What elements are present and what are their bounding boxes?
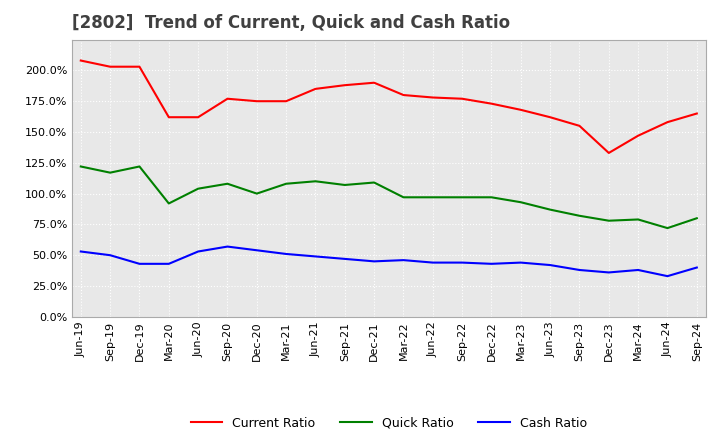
Quick Ratio	[634, 217, 642, 222]
Quick Ratio	[605, 218, 613, 224]
Quick Ratio	[575, 213, 584, 218]
Quick Ratio	[399, 194, 408, 200]
Quick Ratio	[76, 164, 85, 169]
Cash Ratio	[223, 244, 232, 249]
Current Ratio	[575, 123, 584, 128]
Current Ratio	[370, 80, 379, 85]
Quick Ratio	[428, 194, 437, 200]
Legend: Current Ratio, Quick Ratio, Cash Ratio: Current Ratio, Quick Ratio, Cash Ratio	[186, 412, 592, 435]
Current Ratio	[428, 95, 437, 100]
Cash Ratio	[164, 261, 173, 267]
Cash Ratio	[311, 254, 320, 259]
Quick Ratio	[546, 207, 554, 212]
Cash Ratio	[106, 253, 114, 258]
Quick Ratio	[693, 216, 701, 221]
Line: Current Ratio: Current Ratio	[81, 61, 697, 153]
Current Ratio	[341, 83, 349, 88]
Current Ratio	[106, 64, 114, 70]
Quick Ratio	[663, 225, 672, 231]
Current Ratio	[663, 120, 672, 125]
Cash Ratio	[253, 248, 261, 253]
Cash Ratio	[341, 256, 349, 261]
Cash Ratio	[282, 251, 290, 257]
Cash Ratio	[487, 261, 496, 267]
Quick Ratio	[194, 186, 202, 191]
Cash Ratio	[370, 259, 379, 264]
Current Ratio	[693, 111, 701, 116]
Current Ratio	[458, 96, 467, 101]
Current Ratio	[605, 150, 613, 156]
Cash Ratio	[663, 274, 672, 279]
Cash Ratio	[634, 268, 642, 273]
Quick Ratio	[282, 181, 290, 187]
Current Ratio	[311, 86, 320, 92]
Cash Ratio	[575, 268, 584, 273]
Quick Ratio	[223, 181, 232, 187]
Cash Ratio	[516, 260, 525, 265]
Text: [2802]  Trend of Current, Quick and Cash Ratio: [2802] Trend of Current, Quick and Cash …	[72, 15, 510, 33]
Cash Ratio	[76, 249, 85, 254]
Current Ratio	[135, 64, 144, 70]
Cash Ratio	[458, 260, 467, 265]
Current Ratio	[253, 99, 261, 104]
Line: Quick Ratio: Quick Ratio	[81, 166, 697, 228]
Current Ratio	[634, 133, 642, 138]
Current Ratio	[487, 101, 496, 106]
Quick Ratio	[253, 191, 261, 196]
Current Ratio	[546, 114, 554, 120]
Current Ratio	[164, 114, 173, 120]
Cash Ratio	[428, 260, 437, 265]
Quick Ratio	[135, 164, 144, 169]
Quick Ratio	[458, 194, 467, 200]
Current Ratio	[194, 114, 202, 120]
Cash Ratio	[399, 257, 408, 263]
Quick Ratio	[341, 182, 349, 187]
Cash Ratio	[135, 261, 144, 267]
Current Ratio	[76, 58, 85, 63]
Cash Ratio	[194, 249, 202, 254]
Quick Ratio	[311, 179, 320, 184]
Cash Ratio	[546, 262, 554, 268]
Current Ratio	[399, 92, 408, 98]
Cash Ratio	[605, 270, 613, 275]
Quick Ratio	[487, 194, 496, 200]
Quick Ratio	[516, 200, 525, 205]
Quick Ratio	[370, 180, 379, 185]
Line: Cash Ratio: Cash Ratio	[81, 246, 697, 276]
Quick Ratio	[106, 170, 114, 175]
Current Ratio	[516, 107, 525, 113]
Cash Ratio	[693, 265, 701, 270]
Current Ratio	[282, 99, 290, 104]
Quick Ratio	[164, 201, 173, 206]
Current Ratio	[223, 96, 232, 101]
